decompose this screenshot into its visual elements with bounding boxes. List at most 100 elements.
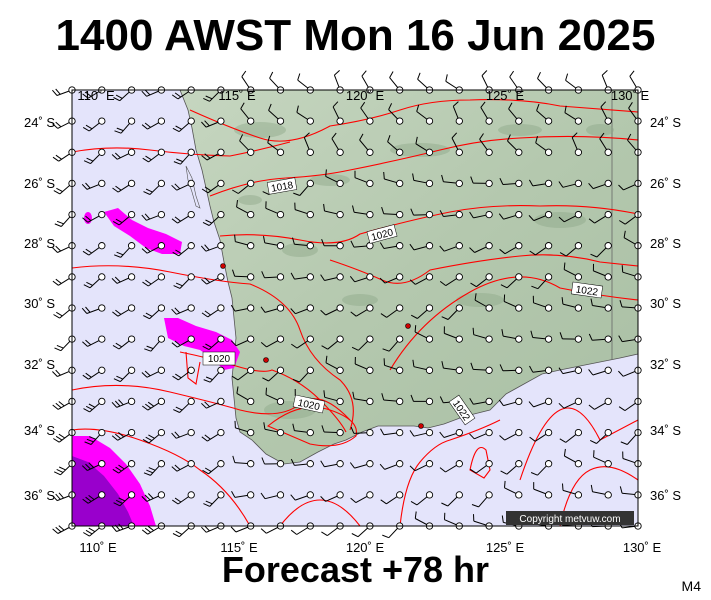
wind-barb [350,304,374,317]
page-title: 1400 AWST Mon 16 Jun 2025 [55,11,656,60]
wind-barb [171,460,195,472]
forecast-label: Forecast +78 hr [221,549,490,590]
wind-barb [82,242,106,256]
city-marker [263,357,269,363]
lon-label: 125˚ E [486,88,525,103]
wind-barb [530,460,553,476]
wind-barb [387,135,404,156]
wind-barb [114,242,136,258]
wind-barb [171,304,195,315]
wind-barb [508,102,523,125]
wind-barb [172,366,195,381]
copyright-notice: Copyright metvuw.com [506,511,634,525]
wind-barb [590,484,612,499]
wind-barb [230,335,255,347]
wind-barb [321,425,344,437]
wind-barb [111,148,136,160]
wind-barb [382,335,404,352]
wind-barb [261,271,285,281]
lon-label: 115˚ E [218,88,256,103]
wind-barb [441,174,463,188]
wind-barb [201,273,225,285]
wind-barb [260,304,285,313]
wind-barb [144,335,166,352]
wind-barb [563,448,583,468]
wind-barb [498,210,523,220]
wind-barb [588,179,612,190]
rain-area-heavy-core [72,456,134,526]
wind-barb [509,70,523,94]
wind-barb [114,117,136,134]
wind-barb [480,101,493,125]
lat-label: 32˚ S [650,357,681,372]
wind-barb [600,101,612,125]
lat-label: 30˚ S [24,296,55,311]
wind-barb [412,173,434,188]
wind-barb [171,428,195,439]
wind-barb [590,242,612,258]
wind-barb [380,428,404,437]
svg-text:1022: 1022 [575,284,599,298]
wind-barb [504,480,523,499]
wind-barb [535,135,553,156]
wind-barb [171,335,195,348]
wind-barb [590,298,612,312]
wind-barb [265,387,285,406]
wind-barb [351,335,374,351]
wind-barb [503,294,523,312]
wind-barb [53,460,76,476]
wind-barb [142,397,166,411]
lat-label: 34˚ S [650,423,681,438]
wind-barb [290,272,314,281]
lon-label: 130˚ E [611,88,650,103]
lon-labels-bottom: 110˚ E 115˚ E 120˚ E 125˚ E 130˚ E [79,540,661,555]
wind-barb [470,362,493,374]
lat-labels-left: 24˚ S 26˚ S 28˚ S 30˚ S 32˚ S 34˚ S 36˚ … [24,115,55,503]
wind-barb [561,297,583,312]
wind-barb [231,366,255,381]
wind-barb [531,273,553,290]
wind-barb [83,397,106,413]
wind-barb [232,269,255,281]
wind-barb [320,460,344,468]
wind-barb [82,210,106,223]
wind-barb [81,179,106,190]
wind-barb [412,359,434,374]
wind-barb [360,101,374,125]
wind-barb [558,210,583,223]
wind-barb [323,203,344,219]
wind-barb [469,428,493,440]
wind-barb [290,304,314,315]
wind-barb [81,304,106,314]
wind-barb [470,460,493,474]
wind-barb [201,397,225,409]
wind-barb [471,491,493,508]
lon-label: 130˚ E [623,540,662,555]
lon-labels-top: 110˚ E 115˚ E 120˚ E 125˚ E 130˚ E [77,88,649,103]
wind-barb [563,262,583,281]
wind-barb [499,177,523,188]
wind-barb [113,366,136,383]
wind-barb [558,179,583,188]
wind-barb [201,304,225,318]
wind-barb [112,304,136,317]
wind-barb [82,335,106,347]
wind-barb [201,148,225,161]
wind-barb [380,304,404,318]
wind-barb [410,208,434,219]
wind-barb [529,428,553,442]
wind-barb [559,332,583,343]
lat-labels-right: 24˚ S 26˚ S 28˚ S 30˚ S 32˚ S 34˚ S 36˚ … [650,115,681,503]
wind-barb [112,179,136,193]
lat-label: 26˚ S [24,176,55,191]
wind-barb [529,365,553,374]
svg-text:1018: 1018 [270,180,294,195]
wind-barb [141,491,166,502]
wind-barb [507,134,523,156]
lon-label: 120˚ E [346,88,385,103]
wind-barb [439,273,463,287]
wind-barb [142,273,166,287]
wind-barb [410,304,434,319]
wind-barb [83,273,106,289]
